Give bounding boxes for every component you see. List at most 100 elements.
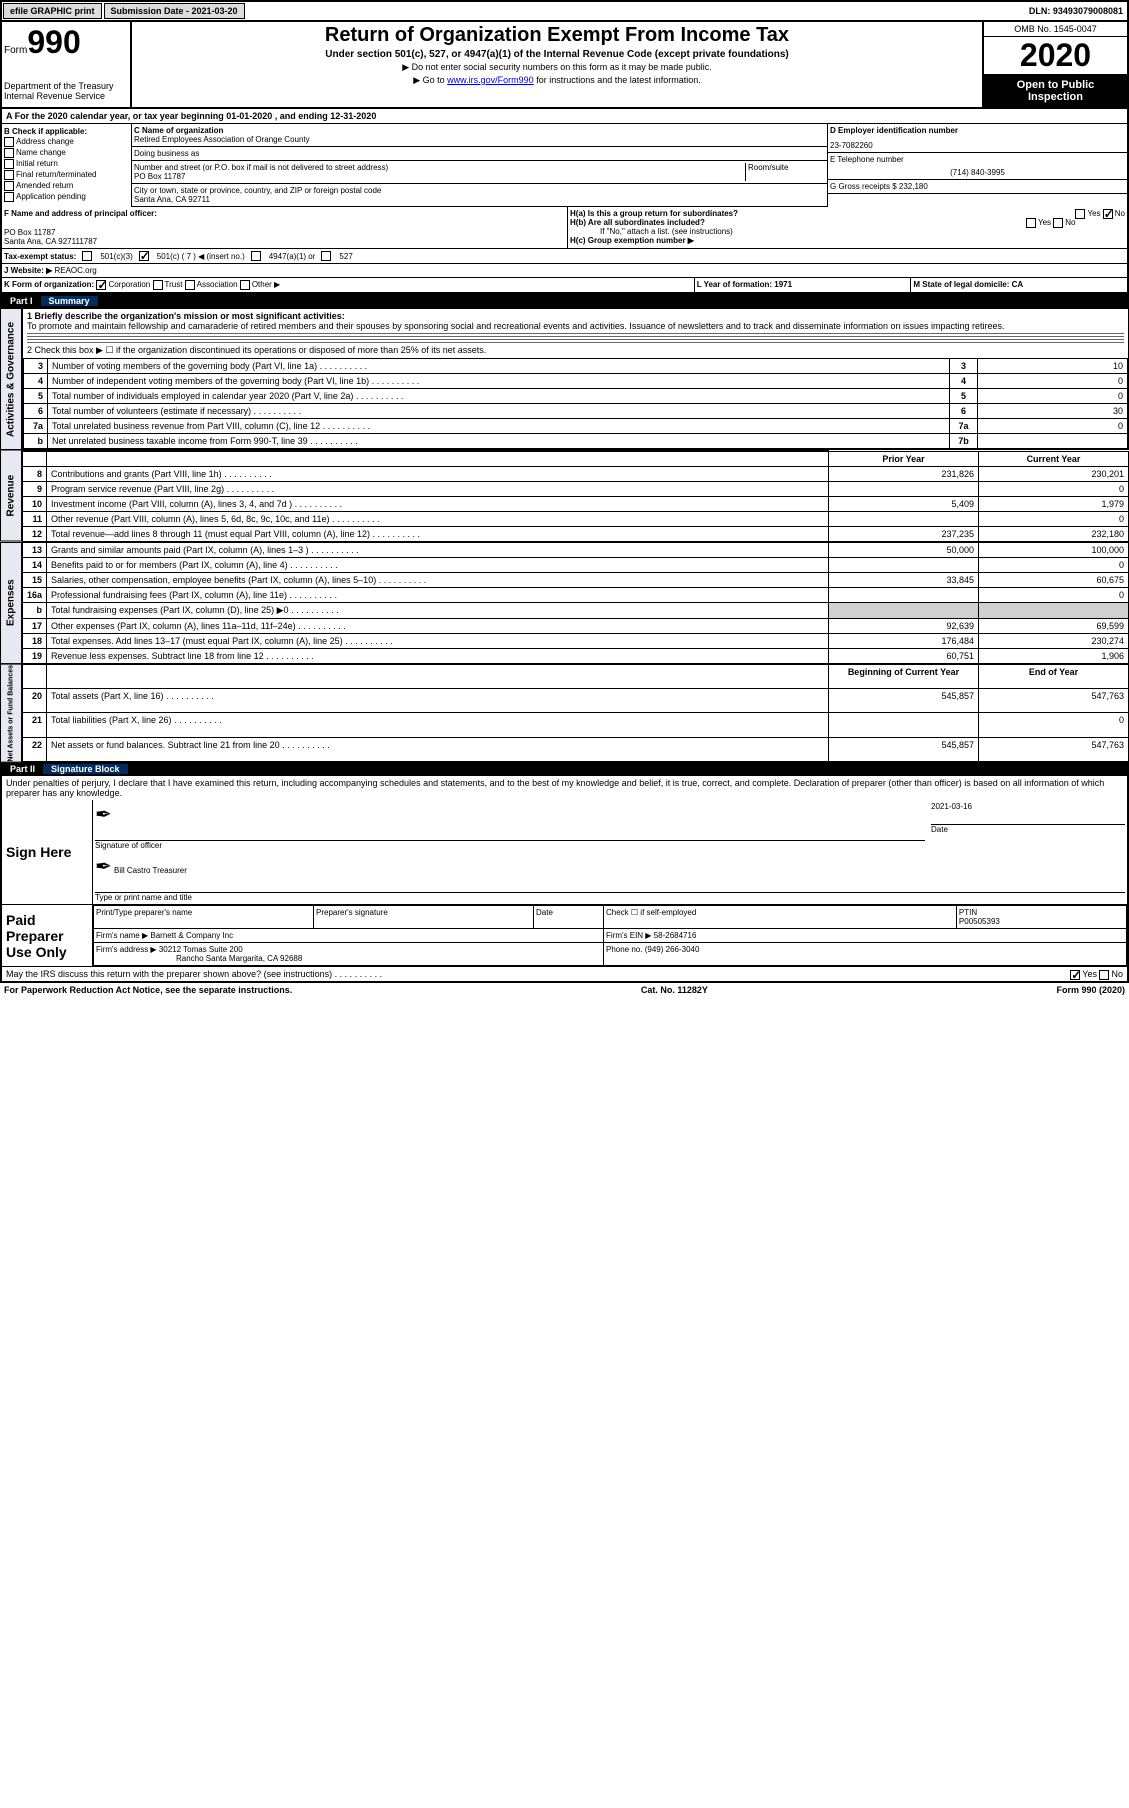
col-b: B Check if applicable: Address change Na… xyxy=(2,124,132,207)
l-year: L Year of formation: 1971 xyxy=(694,278,911,292)
cb-name-change[interactable] xyxy=(4,148,14,158)
ein-hdr: D Employer identification number xyxy=(830,126,1125,135)
city: Santa Ana, CA 92711 xyxy=(134,195,825,204)
header-bar: efile GRAPHIC print Submission Date - 20… xyxy=(0,0,1129,22)
hb-yes[interactable] xyxy=(1026,218,1036,228)
dln: DLN: 93493079008081 xyxy=(1029,6,1127,16)
sig-date: 2021-03-16 xyxy=(931,802,1125,811)
sig-name: Bill Castro Treasurer xyxy=(114,866,187,875)
ha-yes[interactable] xyxy=(1075,209,1085,219)
discuss-no[interactable] xyxy=(1099,970,1109,980)
discuss-text: May the IRS discuss this return with the… xyxy=(6,969,332,979)
addr: PO Box 11787 xyxy=(134,172,745,181)
m-state: M State of legal domicile: CA xyxy=(910,278,1127,292)
form-label: Form xyxy=(4,45,27,56)
public-inspection: Open to Public Inspection xyxy=(984,75,1127,107)
cb-final-return[interactable] xyxy=(4,170,14,180)
cb-527[interactable] xyxy=(321,251,331,261)
omb: OMB No. 1545-0047 xyxy=(984,22,1127,37)
f-line1: PO Box 11787 xyxy=(4,228,565,237)
sub3-pre: ▶ Go to xyxy=(413,75,447,85)
submission-btn[interactable]: Submission Date - 2021-03-20 xyxy=(104,3,245,19)
penalties-text: Under penalties of perjury, I declare th… xyxy=(0,776,1129,800)
phone: (714) 840-3995 xyxy=(830,168,1125,177)
governance-table: 3Number of voting members of the governi… xyxy=(23,358,1128,449)
k-hdr: K Form of organization: xyxy=(4,280,94,289)
cb-501c[interactable] xyxy=(139,251,149,261)
ptin: P00505393 xyxy=(959,917,1000,926)
tax-exempt-hdr: Tax-exempt status: xyxy=(4,252,76,261)
hb-note: If "No," attach a list. (see instruction… xyxy=(570,227,1125,236)
cb-assoc[interactable] xyxy=(185,280,195,290)
line2-checkbox: 2 Check this box ▶ ☐ if the organization… xyxy=(27,345,1124,356)
org-name: Retired Employees Association of Orange … xyxy=(134,135,825,144)
firm-ein: 58-2684716 xyxy=(654,931,697,940)
cb-4947[interactable] xyxy=(251,251,261,261)
footer-form: Form 990 (2020) xyxy=(1056,985,1125,995)
dept: Department of the Treasury Internal Reve… xyxy=(4,81,128,101)
website-hdr: J Website: ▶ xyxy=(4,266,52,275)
501c7: 501(c) ( 7 ) ◀ (insert no.) xyxy=(157,252,245,261)
part2-hdr: Part II Signature Block xyxy=(0,762,1129,776)
ein: 23-7082260 xyxy=(830,141,1125,150)
part1-label: Part I xyxy=(6,296,37,306)
prep-date-hdr: Date xyxy=(534,906,604,929)
efile-btn[interactable]: efile GRAPHIC print xyxy=(3,3,102,19)
cb-other[interactable] xyxy=(240,280,250,290)
ptin-hdr: PTIN xyxy=(959,908,977,917)
form-title: Return of Organization Exempt From Incom… xyxy=(134,24,980,47)
form-header: Form990 Department of the Treasury Inter… xyxy=(0,22,1129,109)
paid-preparer: Paid Preparer Use Only xyxy=(2,905,92,966)
firm-name: Barnett & Company Inc xyxy=(150,931,233,940)
sub2: ▶ Do not enter social security numbers o… xyxy=(134,62,980,73)
part1-title: Summary xyxy=(41,296,98,306)
firm-addr2: Rancho Santa Margarita, CA 92688 xyxy=(96,954,302,963)
vert-expenses: Expenses xyxy=(0,542,22,664)
sub1: Under section 501(c), 527, or 4947(a)(1)… xyxy=(134,49,980,60)
tax-year: 2020 xyxy=(984,37,1127,75)
cb-501c3[interactable] xyxy=(82,251,92,261)
sub3-post: for instructions and the latest informat… xyxy=(534,75,701,85)
preparer-table: Print/Type preparer's name Preparer's si… xyxy=(93,905,1127,966)
firm-addr1: 30212 Tomas Suite 200 xyxy=(159,945,243,954)
vert-revenue: Revenue xyxy=(0,450,22,542)
dba-hdr: Doing business as xyxy=(134,149,199,158)
firm-ein-hdr: Firm's EIN ▶ xyxy=(606,931,651,940)
prep-name-hdr: Print/Type preparer's name xyxy=(94,906,314,929)
ha-no[interactable] xyxy=(1103,209,1113,219)
cb-initial-return[interactable] xyxy=(4,159,14,169)
row-a: A For the 2020 calendar year, or tax yea… xyxy=(2,109,1127,124)
f-line2: Santa Ana, CA 927111787 xyxy=(4,237,565,246)
firm-phone: (949) 266-3040 xyxy=(645,945,700,954)
sig-officer-hdr: Signature of officer xyxy=(95,841,162,850)
c-name-hdr: C Name of organization xyxy=(134,126,223,135)
form-990: 990 xyxy=(27,24,80,60)
revenue-table: Prior YearCurrent Year8Contributions and… xyxy=(22,450,1129,542)
room-hdr: Room/suite xyxy=(748,163,788,172)
footer-cat: Cat. No. 11282Y xyxy=(641,985,708,995)
sig-name-hdr: Type or print name and title xyxy=(95,893,192,902)
cb-amended[interactable] xyxy=(4,181,14,191)
footer-left: For Paperwork Reduction Act Notice, see … xyxy=(4,985,292,995)
discuss-yes[interactable] xyxy=(1070,970,1080,980)
firm-hdr: Firm's name ▶ xyxy=(96,931,148,940)
sig-date-hdr: Date xyxy=(931,825,948,834)
mission-hdr: 1 Briefly describe the organization's mi… xyxy=(27,311,1124,321)
firm-addr-hdr: Firm's address ▶ xyxy=(96,945,157,954)
website: REAOC.org xyxy=(54,266,96,275)
cb-corp[interactable] xyxy=(96,280,106,290)
prep-selfemp: Check ☐ if self-employed xyxy=(604,906,957,929)
hb-no[interactable] xyxy=(1053,218,1063,228)
cb-trust[interactable] xyxy=(153,280,163,290)
footer: For Paperwork Reduction Act Notice, see … xyxy=(0,983,1129,997)
city-hdr: City or town, state or province, country… xyxy=(134,186,381,195)
netassets-table: Beginning of Current YearEnd of Year20To… xyxy=(22,664,1129,763)
mission-text: To promote and maintain fellowship and c… xyxy=(27,321,1124,331)
phone-hdr: E Telephone number xyxy=(830,155,1125,164)
form990-link[interactable]: www.irs.gov/Form990 xyxy=(447,75,534,85)
hb: H(b) Are all subordinates included? xyxy=(570,218,705,227)
addr-hdr: Number and street (or P.O. box if mail i… xyxy=(134,163,388,172)
cb-address-change[interactable] xyxy=(4,137,14,147)
prep-sig-hdr: Preparer's signature xyxy=(314,906,534,929)
cb-pending[interactable] xyxy=(4,192,14,202)
